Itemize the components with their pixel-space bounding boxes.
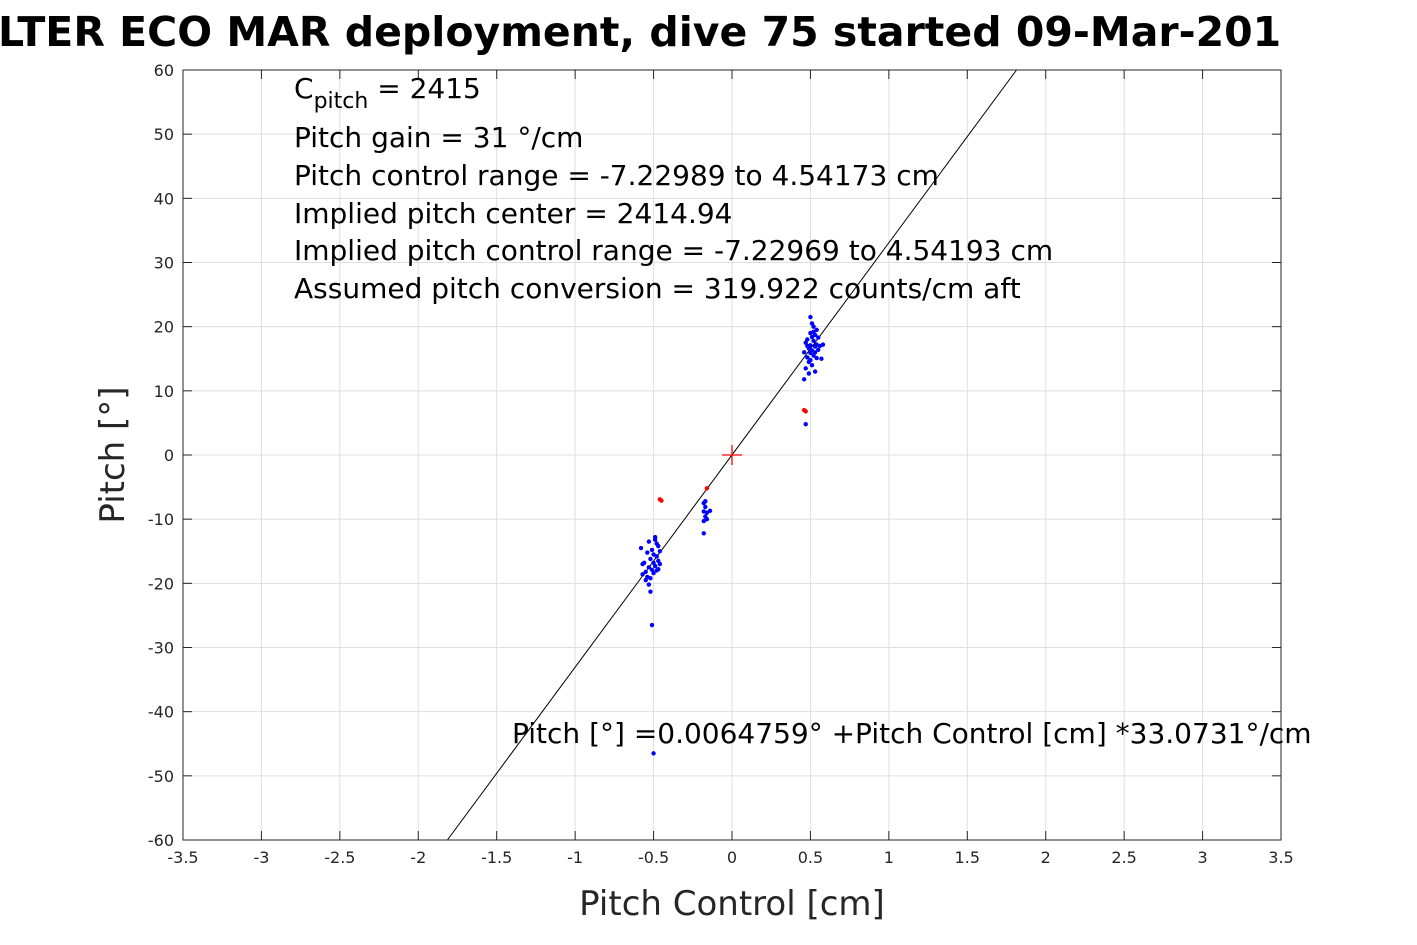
center-marker-layer xyxy=(722,445,742,465)
implied-pitch-center-annotation: Implied pitch center = 2414.94 xyxy=(294,197,732,230)
y-tick-label: -10 xyxy=(148,510,174,529)
data-point xyxy=(801,377,807,382)
y-tick-label: 10 xyxy=(154,382,174,401)
data-points xyxy=(638,314,826,756)
pitch-conversion-annotation: Assumed pitch conversion = 319.922 count… xyxy=(294,272,1021,305)
data-point xyxy=(646,565,652,570)
data-point xyxy=(654,541,659,546)
x-tick-label: 1.5 xyxy=(955,848,980,867)
annotation-block: Cpitch = 2415 Pitch gain = 31 °/cm Pitch… xyxy=(294,72,1312,750)
cpitch-value: = 2415 xyxy=(368,72,481,105)
data-point xyxy=(652,534,658,540)
implied-range-annotation: Implied pitch control range = -7.22969 t… xyxy=(294,234,1053,267)
pitch-gain-annotation: Pitch gain = 31 °/cm xyxy=(294,121,583,154)
data-point xyxy=(805,355,810,360)
y-tick-label: -40 xyxy=(148,703,174,722)
y-tick-label: -20 xyxy=(148,574,174,593)
y-tick-label: -50 xyxy=(148,767,174,786)
data-point xyxy=(649,547,655,553)
x-tick-label: 2.5 xyxy=(1111,848,1136,867)
x-axis-label: Pitch Control [cm] xyxy=(579,884,885,924)
data-point xyxy=(808,357,813,363)
data-point xyxy=(657,561,663,567)
y-axis-label: Pitch [°] xyxy=(93,386,133,523)
y-tick-label: 60 xyxy=(154,61,174,80)
data-point xyxy=(648,556,653,562)
data-point xyxy=(654,554,659,559)
x-tick-label: -3 xyxy=(253,848,269,867)
x-tick-label: 0 xyxy=(727,848,737,867)
cpitch-annotation: Cpitch = 2415 xyxy=(294,72,481,114)
x-tick-label: -3.5 xyxy=(167,848,198,867)
cpitch-subscript: pitch xyxy=(314,89,369,114)
data-point xyxy=(819,356,824,361)
data-point xyxy=(651,751,656,756)
data-point xyxy=(643,569,648,574)
fit-equation-annotation: Pitch [°] =0.0064759° +Pitch Control [cm… xyxy=(512,717,1312,750)
data-point xyxy=(657,549,663,554)
data-point xyxy=(809,362,815,368)
y-tick-label: 40 xyxy=(154,189,174,208)
data-point xyxy=(809,321,815,326)
y-tick-label: 0 xyxy=(164,446,174,465)
data-point xyxy=(649,622,655,628)
data-point xyxy=(803,409,808,414)
data-point xyxy=(643,577,648,583)
data-point xyxy=(811,338,816,343)
chart-title: LTER ECO MAR deployment, dive 75 started… xyxy=(0,8,1281,56)
data-point xyxy=(646,582,652,587)
data-point xyxy=(814,327,819,333)
data-point xyxy=(812,369,818,374)
data-point xyxy=(814,355,819,361)
data-point xyxy=(805,343,810,349)
data-point xyxy=(801,350,807,355)
data-point xyxy=(652,563,658,569)
data-point xyxy=(820,342,826,347)
data-point xyxy=(816,335,821,340)
cpitch-base: C xyxy=(294,72,314,105)
data-point xyxy=(704,516,710,522)
data-point xyxy=(645,550,650,555)
data-point xyxy=(640,572,645,577)
x-tick-label: -2.5 xyxy=(324,848,355,867)
data-point xyxy=(641,560,647,565)
pitch-control-range-annotation: Pitch control range = -7.22989 to 4.5417… xyxy=(294,159,939,192)
data-point xyxy=(646,539,652,544)
data-point xyxy=(648,576,653,581)
data-point xyxy=(701,531,706,536)
data-point xyxy=(805,337,810,342)
data-point xyxy=(808,314,813,320)
x-tick-label: -1.5 xyxy=(481,848,512,867)
data-point xyxy=(651,570,656,576)
data-point xyxy=(704,486,710,491)
data-point xyxy=(703,499,708,504)
x-tick-label: -0.5 xyxy=(638,848,669,867)
x-tick-label: 0.5 xyxy=(798,848,823,867)
data-point xyxy=(812,350,818,355)
data-point xyxy=(816,347,821,352)
y-tick-label: -60 xyxy=(148,831,174,850)
data-point xyxy=(638,545,644,551)
data-point xyxy=(806,371,812,376)
y-tick-label: 20 xyxy=(154,318,174,337)
data-point xyxy=(707,508,713,514)
x-tick-label: -1 xyxy=(567,848,583,867)
data-point xyxy=(656,567,661,572)
y-tick-label: 50 xyxy=(154,125,174,144)
x-tick-label: 3 xyxy=(1197,848,1207,867)
data-point xyxy=(703,504,708,510)
data-point xyxy=(803,366,808,371)
x-tick-label: 3.5 xyxy=(1268,848,1293,867)
x-tick-label: 1 xyxy=(884,848,894,867)
data-point xyxy=(803,422,808,427)
x-tick-label: 2 xyxy=(1041,848,1051,867)
axis-ticks: -3.5 -3 -2.5 -2 -1.5 -1 -0.5 0 0.5 1 1.5 2 2.5 3 3.5 60… xyxy=(148,61,1294,867)
x-tick-label: -2 xyxy=(410,848,426,867)
data-point xyxy=(648,589,653,594)
data-point xyxy=(659,498,664,503)
y-tick-label: 30 xyxy=(154,254,174,273)
y-tick-label: -30 xyxy=(148,639,174,658)
